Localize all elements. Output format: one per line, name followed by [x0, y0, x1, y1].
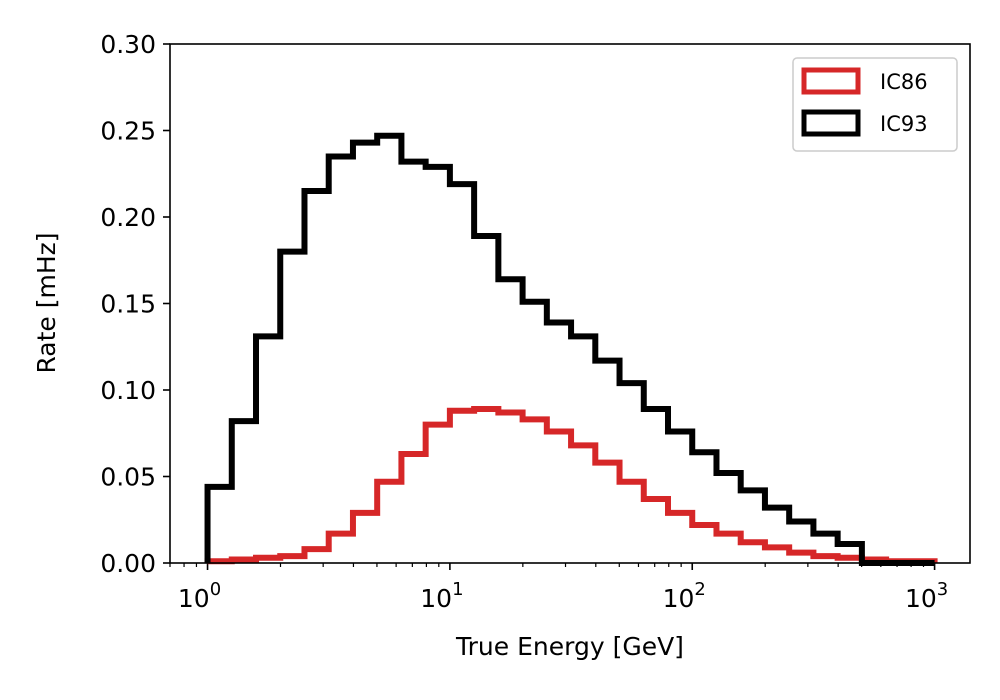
y-tick-label-5: 0.25: [100, 117, 156, 146]
legend-entry-ic86: IC86: [801, 67, 928, 95]
y-tick-label-1: 0.05: [100, 463, 156, 492]
y-tick-label-4: 0.20: [100, 203, 156, 232]
y-tick-label-3: 0.15: [100, 290, 156, 319]
y-tick-label-6: 0.30: [100, 30, 156, 59]
legend: IC86 IC93: [792, 57, 958, 152]
series-layer: [204, 132, 938, 566]
y-tick-label-2: 0.10: [100, 376, 156, 405]
plot-frame: [169, 43, 971, 564]
x-tick-label-1: 101: [420, 579, 463, 613]
legend-swatch-ic86: [801, 67, 861, 95]
legend-frame: [792, 57, 958, 152]
y-tick-label-0: 0.00: [100, 549, 156, 578]
tick-labels: 0.00 0.05 0.10 0.15 0.20 0.25 0.30 100 101 102 103: [100, 30, 948, 613]
series-ic86-step: [204, 406, 938, 565]
x-tick-label-3: 103: [905, 579, 948, 613]
series-ic93-step: [204, 132, 935, 566]
y-axis-label: Rate [mHz]: [32, 232, 61, 373]
x-tick-label-2: 102: [663, 579, 706, 613]
legend-label-ic86: IC86: [880, 70, 928, 94]
legend-label-ic93: IC93: [880, 112, 928, 136]
legend-entry-ic93: IC93: [801, 109, 928, 137]
legend-swatch-ic93: [801, 109, 861, 137]
x-axis-label: True Energy [GeV]: [455, 632, 684, 661]
x-tick-label-0: 100: [178, 579, 221, 613]
